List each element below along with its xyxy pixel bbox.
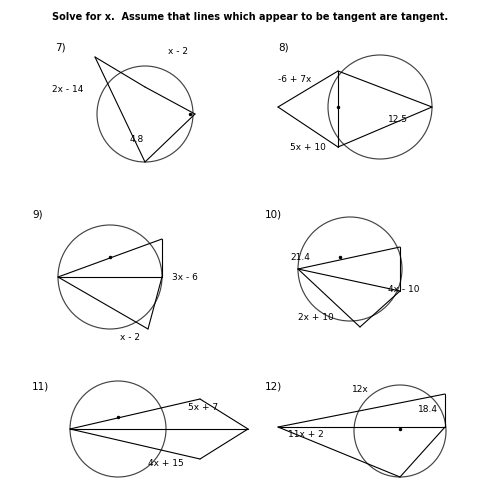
Text: 2x - 14: 2x - 14 bbox=[52, 85, 84, 94]
Text: 12x: 12x bbox=[352, 384, 369, 394]
Text: 12): 12) bbox=[265, 381, 282, 391]
Text: 2x + 10: 2x + 10 bbox=[298, 313, 334, 322]
Text: 9): 9) bbox=[32, 210, 42, 219]
Text: x - 2: x - 2 bbox=[120, 333, 140, 342]
Text: 8): 8) bbox=[278, 42, 288, 52]
Text: 4.8: 4.8 bbox=[130, 135, 144, 144]
Text: Solve for x.  Assume that lines which appear to be tangent are tangent.: Solve for x. Assume that lines which app… bbox=[52, 12, 448, 22]
Text: 4x + 15: 4x + 15 bbox=[148, 458, 184, 468]
Text: 5x + 7: 5x + 7 bbox=[188, 403, 218, 412]
Text: 11x + 2: 11x + 2 bbox=[288, 430, 324, 439]
Text: 4x - 10: 4x - 10 bbox=[388, 285, 420, 294]
Text: 3x - 6: 3x - 6 bbox=[172, 273, 198, 282]
Text: 18.4: 18.4 bbox=[418, 405, 438, 414]
Text: 12.5: 12.5 bbox=[388, 115, 408, 124]
Text: 11): 11) bbox=[32, 381, 49, 391]
Text: 7): 7) bbox=[55, 42, 66, 52]
Text: 21.4: 21.4 bbox=[290, 253, 310, 262]
Text: 5x + 10: 5x + 10 bbox=[290, 143, 326, 152]
Text: -6 + 7x: -6 + 7x bbox=[278, 75, 312, 84]
Text: x - 2: x - 2 bbox=[168, 48, 188, 56]
Text: 10): 10) bbox=[265, 210, 282, 219]
